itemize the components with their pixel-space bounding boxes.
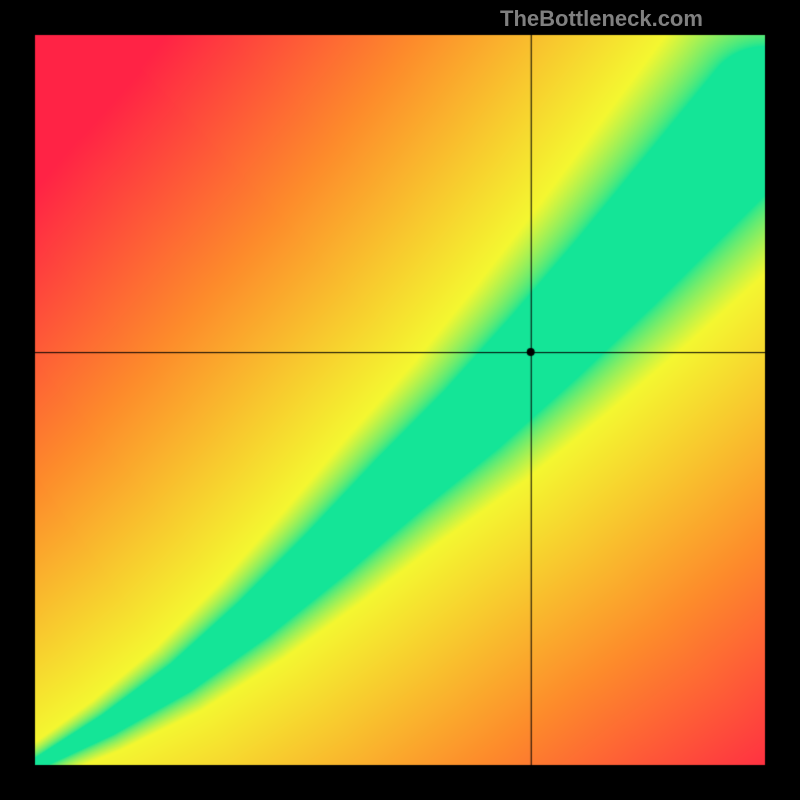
- chart-container: TheBottleneck.com: [0, 0, 800, 800]
- watermark-text: TheBottleneck.com: [500, 6, 703, 32]
- bottleneck-heatmap: [0, 0, 800, 800]
